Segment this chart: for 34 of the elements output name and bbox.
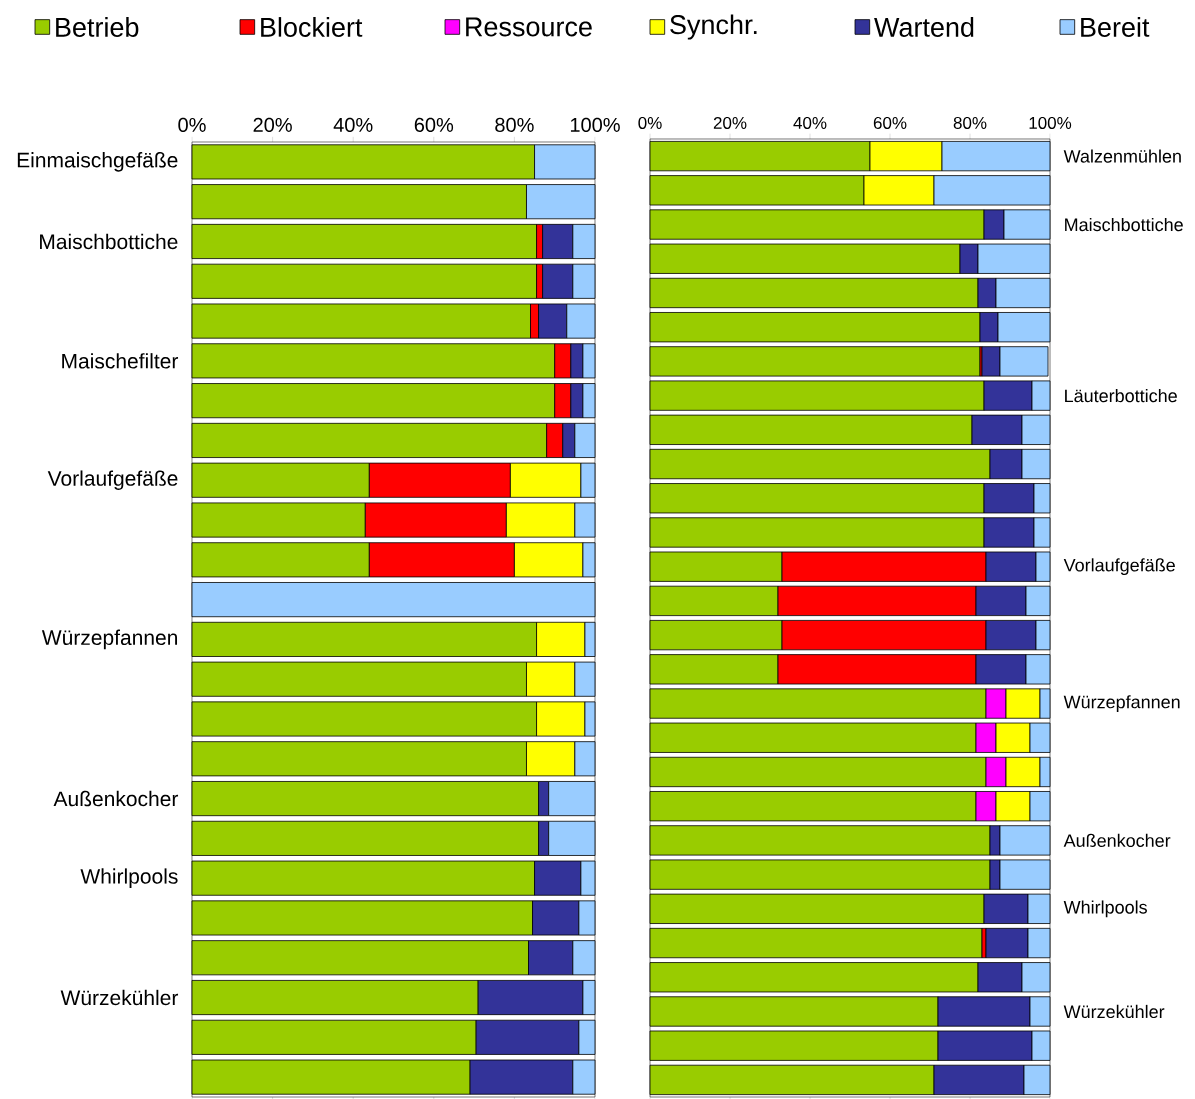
y-tick-label: Würzekühler [1063, 1004, 1165, 1019]
y-tick-label: Maischefilter [62, 353, 179, 369]
x-tick-label: 100% [1029, 116, 1072, 129]
y-tick-label: Würzepfannen [41, 629, 178, 650]
y-tick-label: Vorlaufgefäße [47, 470, 178, 491]
x-tick-label: 0% [638, 116, 662, 129]
x-tick-label: 0% [178, 117, 206, 132]
x-tick-label: 80% [495, 117, 534, 132]
legend-label: Betrieb [56, 17, 139, 37]
y-tick-label: Maischbottiche [1065, 217, 1183, 232]
y-tick-label: Einmaischgefäße [17, 152, 178, 172]
y-tick-label: Whirlpools [1063, 900, 1147, 918]
x-tick-label: 20% [713, 116, 747, 129]
legend-label: Synchr. [670, 14, 757, 40]
y-tick-label: Maischbottiche [40, 233, 178, 250]
x-tick-label: 100% [570, 117, 620, 132]
y-tick-label: Außenkocher [1063, 833, 1171, 847]
x-tick-label: 40% [793, 116, 827, 129]
x-tick-label: 40% [333, 117, 373, 132]
legend-label: Bereit [1081, 17, 1150, 37]
y-tick-label: Würzekühler [60, 989, 179, 1006]
y-tick-label: Läuterbottiche [1065, 388, 1177, 403]
legend-label: Blockiert [261, 17, 363, 37]
y-tick-label: Würzepfannen [1063, 695, 1180, 712]
y-tick-label: Whirlpools [80, 868, 178, 888]
legend-label: Wartend [874, 17, 974, 37]
y-tick-label: Walzenmühlen [1063, 149, 1181, 163]
y-tick-label: Außenkocher [53, 790, 179, 807]
legend-label: Ressource [466, 17, 592, 37]
x-tick-label: 60% [873, 116, 907, 129]
x-tick-label: 60% [414, 117, 454, 132]
x-tick-label: 20% [253, 117, 292, 132]
y-tick-label: Vorlaufgefäße [1063, 558, 1175, 576]
x-tick-label: 80% [953, 116, 987, 129]
